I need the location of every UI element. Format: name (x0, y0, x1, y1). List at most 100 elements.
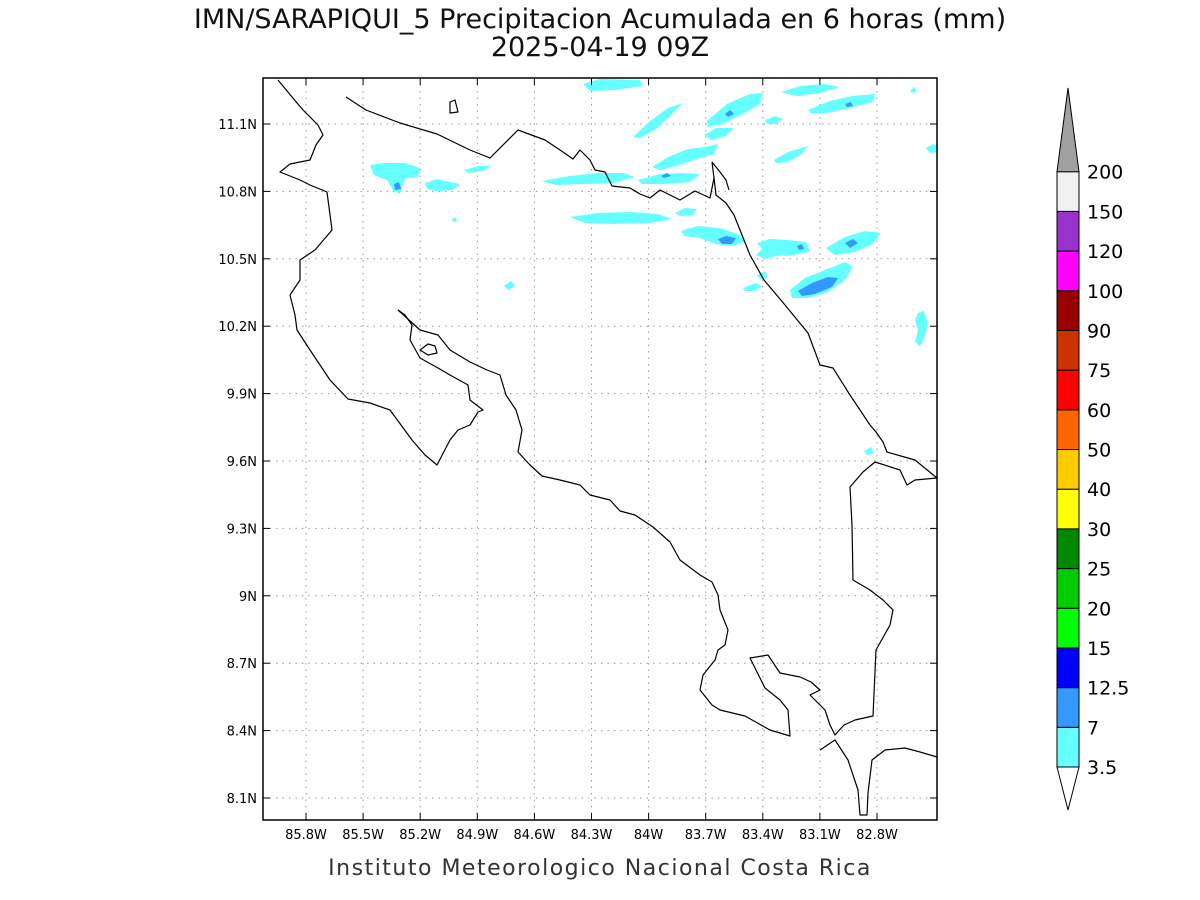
colorbar-swatch (1056, 210, 1080, 252)
colorbar-label: 60 (1087, 400, 1111, 422)
colorbar-swatch (1056, 687, 1080, 728)
lake-island (449, 99, 459, 114)
colorbar-swatch (1056, 726, 1080, 768)
lon-tick-label: 83.4W (742, 828, 784, 843)
precip-patch (652, 144, 718, 170)
map-valid-time: 2025-04-19 09Z (490, 32, 710, 63)
colorbar-label: 15 (1087, 638, 1111, 660)
precip-patch (425, 179, 460, 191)
colorbar-swatch (1056, 528, 1080, 570)
lat-tick-label: 10.8N (218, 185, 257, 200)
colorbar-top-arrow (1056, 87, 1080, 173)
precip-patch (808, 94, 875, 114)
precip-patch (570, 212, 672, 224)
precip-patch (915, 311, 928, 346)
precip-patch (681, 226, 745, 246)
graticule-grid (263, 78, 937, 820)
colorbar-label: 30 (1087, 519, 1111, 541)
precip-patch (452, 217, 457, 222)
precip-patch (910, 87, 917, 93)
axis-ticks: 85.8W 85.5W 85.2W 84.9W 84.6W 84.3W 84W 83.7W 83… (218, 78, 937, 843)
lat-tick-label: 8.1N (227, 792, 257, 807)
colorbar-swatch (1056, 488, 1080, 530)
lat-tick-label: 9.6N (227, 455, 257, 470)
lon-tick-label: 84.3W (571, 828, 613, 843)
colorbar-label: 75 (1087, 360, 1111, 382)
lon-tick-label: 84W (634, 828, 664, 843)
colorbar-label: 7 (1087, 717, 1099, 739)
precip-patch (797, 244, 804, 250)
precip-patch (798, 277, 838, 296)
colorbar-label: 3.5 (1087, 757, 1117, 779)
precip-patch (845, 239, 858, 248)
precip-patch (774, 146, 808, 163)
lat-tick-label: 9.3N (227, 522, 257, 537)
lat-tick-label: 10.5N (218, 253, 257, 268)
precip-patch (765, 116, 783, 124)
lon-tick-label: 85.2W (399, 828, 441, 843)
precip-patch (845, 102, 853, 107)
colorbar-label: 50 (1087, 440, 1111, 462)
precip-patch (504, 281, 515, 290)
precip-light-areas (370, 79, 937, 455)
precip-patch (464, 166, 491, 173)
precip-patch (781, 84, 840, 96)
precip-patch (633, 103, 683, 138)
lon-tick-label: 85.8W (285, 828, 327, 843)
map-title: IMN/SARAPIQUI_5 Precipitacion Acumulada … (193, 4, 1007, 35)
lon-tick-label: 83.7W (685, 828, 727, 843)
colorbar-label: 40 (1087, 479, 1111, 501)
lat-tick-label: 9N (239, 590, 257, 605)
precip-patch (718, 236, 736, 244)
colorbar-swatch (1056, 409, 1080, 450)
colorbar-swatch (1056, 568, 1080, 609)
lat-tick-label: 9.9N (227, 388, 257, 403)
colorbar-swatch (1056, 329, 1080, 371)
lon-tick-label: 84.9W (456, 828, 498, 843)
lon-tick-label: 84.6W (513, 828, 555, 843)
precip-moderate-areas (394, 102, 858, 296)
lat-tick-label: 11.1N (218, 118, 257, 133)
colorbar-label: 200 (1087, 162, 1123, 184)
colorbar-label: 100 (1087, 281, 1123, 303)
precip-patch (926, 144, 937, 153)
lon-tick-label: 83.1W (799, 828, 841, 843)
colorbar-label: 90 (1087, 320, 1111, 342)
precip-patch (707, 93, 763, 127)
footer-credit: Instituto Meteorologico Nacional Costa R… (328, 856, 872, 881)
colorbar-label: 25 (1087, 559, 1111, 581)
coastline-borders (277, 79, 938, 816)
precip-patch (661, 173, 671, 178)
lat-tick-label: 8.4N (227, 725, 257, 740)
colorbar-label: 20 (1087, 598, 1111, 620)
rio-san-juan (711, 161, 730, 191)
precip-patch (757, 271, 768, 280)
precip-patch (583, 79, 643, 91)
precip-patch (370, 163, 420, 194)
colorbar-swatch (1056, 607, 1080, 649)
colorbar-swatch (1056, 171, 1080, 212)
lon-tick-label: 85.5W (342, 828, 384, 843)
colorbar-bottom-arrow (1056, 766, 1080, 811)
colorbar-swatch (1056, 250, 1080, 292)
precip-patch (725, 110, 734, 117)
pacific-coast-north (277, 79, 484, 466)
lat-tick-label: 8.7N (227, 657, 257, 672)
colorbar: 3.5 7 12.5 15 20 25 30 40 50 60 75 90 100 120 150 200 (1056, 87, 1129, 811)
pacific-coast-south (397, 309, 938, 737)
precip-patch (864, 447, 874, 455)
precip-patch (704, 128, 734, 140)
precip-patch (638, 173, 700, 184)
map-frame (262, 77, 938, 821)
nicaragua-border (345, 96, 715, 201)
precip-patch (542, 173, 635, 185)
caribbean-coast (713, 177, 938, 479)
panama-border (819, 739, 938, 816)
colorbar-label: 12.5 (1087, 678, 1129, 700)
precip-patch (675, 208, 697, 216)
lat-tick-label: 10.2N (218, 320, 257, 335)
precip-patch (743, 283, 762, 291)
lon-tick-label: 82.8W (856, 828, 898, 843)
colorbar-swatch (1056, 290, 1080, 331)
precipitation-field (370, 79, 937, 455)
